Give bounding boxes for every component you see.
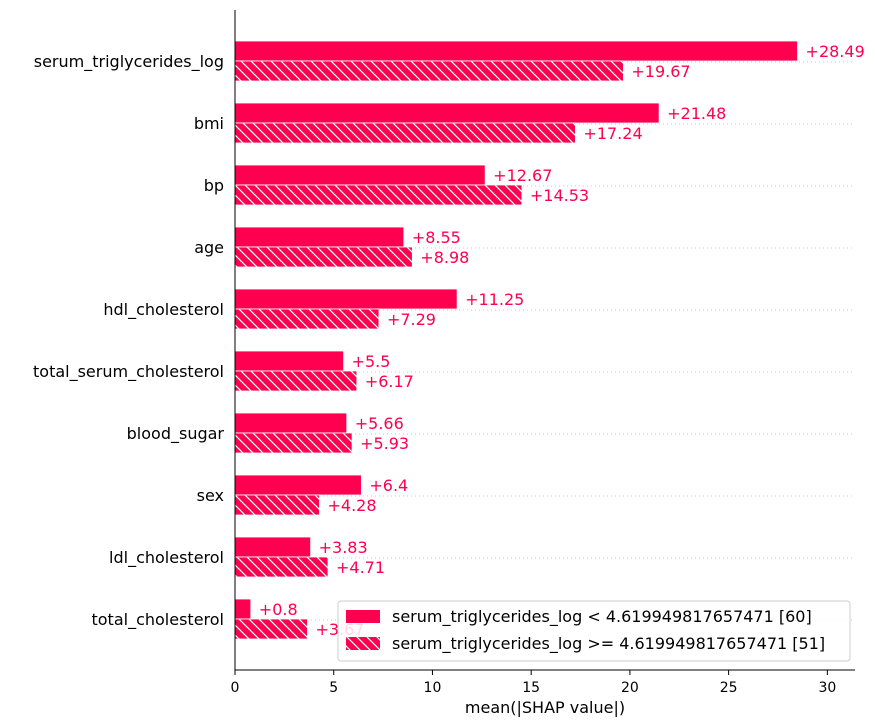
legend: serum_triglycerides_log < 4.619949817657… bbox=[337, 600, 851, 662]
bar-below-threshold bbox=[234, 164, 486, 186]
category-label: total_serum_cholesterol bbox=[33, 362, 224, 382]
x-axis-title: mean(|SHAP value|) bbox=[465, 698, 625, 717]
bar-below-threshold bbox=[234, 226, 405, 248]
bar-value-label: +6.17 bbox=[365, 372, 414, 391]
bar-value-label: +12.67 bbox=[493, 166, 552, 185]
bar-above-threshold bbox=[234, 556, 329, 578]
legend-label-series-2: serum_triglycerides_log >= 4.61994981765… bbox=[392, 634, 825, 654]
x-tick-label: 10 bbox=[424, 680, 442, 696]
category-label: bmi bbox=[194, 114, 224, 133]
bar-below-threshold bbox=[234, 102, 660, 124]
bar-value-label: +4.71 bbox=[336, 558, 385, 577]
bar-above-threshold bbox=[234, 308, 380, 330]
bar-below-threshold bbox=[234, 350, 344, 372]
category-label: blood_sugar bbox=[127, 424, 225, 444]
bar-value-label: +28.49 bbox=[806, 42, 865, 61]
bar-below-threshold bbox=[234, 598, 252, 620]
bar-value-label: +6.4 bbox=[369, 476, 408, 495]
bar-value-label: +19.67 bbox=[631, 62, 690, 81]
x-tick-label: 25 bbox=[720, 680, 738, 696]
category-label: age bbox=[194, 238, 224, 257]
legend-swatch-hatched bbox=[346, 637, 380, 650]
bar-above-threshold bbox=[234, 60, 624, 82]
bar-above-threshold bbox=[234, 370, 358, 392]
x-tick-label: 5 bbox=[329, 680, 338, 696]
category-label: total_cholesterol bbox=[91, 610, 224, 630]
category-label: hdl_cholesterol bbox=[103, 300, 224, 320]
bar-value-label: +8.98 bbox=[420, 248, 469, 267]
bar-value-label: +5.93 bbox=[360, 434, 409, 453]
bar-below-threshold bbox=[234, 412, 348, 434]
bar-value-label: +7.29 bbox=[387, 310, 436, 329]
bar-above-threshold bbox=[234, 122, 576, 144]
bar-below-threshold bbox=[234, 40, 798, 62]
grid-layer bbox=[235, 61, 855, 621]
legend-swatch-solid bbox=[346, 610, 380, 623]
legend-label-series-1: serum_triglycerides_log < 4.619949817657… bbox=[392, 607, 812, 627]
bar-value-label: +11.25 bbox=[465, 290, 524, 309]
bar-above-threshold bbox=[234, 184, 523, 206]
value-labels-layer: +28.49 +19.67 +21.48 +17.24 +12.67+14.53 +8.5… bbox=[259, 42, 865, 639]
bar-value-label: +3.83 bbox=[319, 538, 368, 557]
category-label: sex bbox=[197, 486, 224, 505]
category-label: serum_triglycerides_log bbox=[34, 52, 224, 72]
x-tick-label: 15 bbox=[522, 680, 540, 696]
bar-value-label: +5.66 bbox=[355, 414, 404, 433]
x-tick-label: 0 bbox=[231, 680, 240, 696]
bar-value-label: +8.55 bbox=[412, 228, 461, 247]
bar-value-label: +14.53 bbox=[530, 186, 589, 205]
x-tick-label: 20 bbox=[621, 680, 639, 696]
bar-below-threshold bbox=[234, 288, 458, 310]
bar-value-label: +17.24 bbox=[583, 124, 642, 143]
bar-value-label: +0.8 bbox=[259, 600, 298, 619]
bar-value-label: +4.28 bbox=[328, 496, 377, 515]
bar-below-threshold bbox=[234, 536, 312, 558]
bar-above-threshold bbox=[234, 246, 413, 268]
category-label: ldl_cholesterol bbox=[109, 548, 224, 568]
bar-value-label: +5.5 bbox=[352, 352, 391, 371]
category-label: bp bbox=[204, 176, 224, 195]
bars-layer bbox=[234, 40, 798, 640]
legend-frame bbox=[337, 600, 851, 662]
bar-below-threshold bbox=[234, 474, 362, 496]
bar-above-threshold bbox=[234, 432, 353, 454]
axes-layer: 0 5 10 15 20 25 30 bbox=[231, 10, 855, 696]
bar-above-threshold bbox=[234, 494, 320, 516]
bar-value-label: +21.48 bbox=[667, 104, 726, 123]
x-tick-label: 30 bbox=[818, 680, 836, 696]
bar-above-threshold bbox=[234, 618, 308, 640]
